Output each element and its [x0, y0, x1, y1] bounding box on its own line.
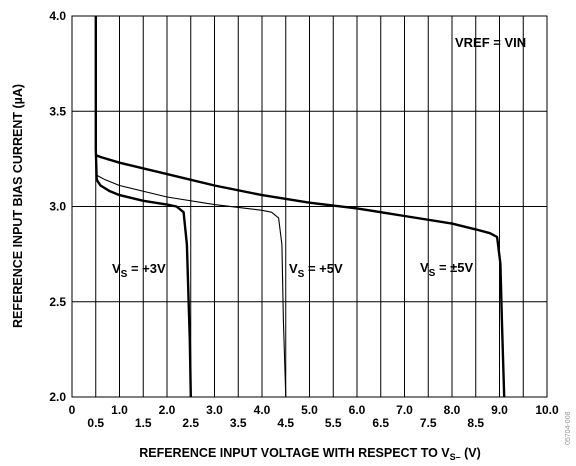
x-tick-label: 8.5 — [467, 416, 484, 430]
x-tick-label: 6.5 — [372, 416, 389, 430]
x-tick-label: 8.0 — [444, 403, 461, 417]
x-tick-label: 10.0 — [535, 403, 559, 417]
x-tick-label: 4.0 — [254, 403, 271, 417]
y-tick-label: 3.5 — [49, 104, 66, 118]
y-axis-title: REFERENCE INPUT BIAS CURRENT (µA) — [11, 84, 25, 328]
figure-code: 05704-008 — [565, 411, 572, 445]
series-layer — [94, 16, 506, 398]
condition-label: VREF = VIN — [455, 35, 526, 50]
x-tick-label: 9.0 — [491, 403, 508, 417]
series-line — [95, 153, 506, 398]
x-tick-label: 7.0 — [396, 403, 413, 417]
y-tick-label: 3.0 — [49, 200, 66, 214]
x-tick-label: 1.5 — [135, 416, 152, 430]
x-tick-label: 5.5 — [325, 416, 342, 430]
x-tick-label: 3.0 — [206, 403, 223, 417]
grid — [72, 16, 547, 397]
x-tick-label: 6.0 — [349, 403, 366, 417]
x-tick-label: 2.5 — [182, 416, 199, 430]
annotations: VREF = VIN VS = +3V VS = +5V VS = ±5V — [112, 35, 526, 280]
x-tick-label: 7.5 — [420, 416, 437, 430]
series-label: VS = +3V — [112, 261, 166, 280]
x-tick-label: 0 — [69, 403, 76, 417]
x-tick-label: 4.5 — [277, 416, 294, 430]
x-tick-label: 2.0 — [159, 403, 176, 417]
series-label: VS = +5V — [289, 261, 343, 280]
x-axis-title: REFERENCE INPUT VOLTAGE WITH RESPECT TO … — [139, 446, 481, 462]
x-tick-label: 3.5 — [230, 416, 247, 430]
series-line — [95, 173, 287, 398]
x-tick-label: 0.5 — [87, 416, 104, 430]
x-tick-label: 1.0 — [111, 403, 128, 417]
series-label: VS = ±5V — [420, 260, 474, 279]
y-tick-label: 2.0 — [49, 390, 66, 404]
y-tick-label: 4.0 — [49, 9, 66, 23]
plot-frame — [71, 15, 548, 398]
series-line — [94, 16, 192, 398]
y-tick-label: 2.5 — [49, 295, 66, 309]
x-tick-label: 5.0 — [301, 403, 318, 417]
tick-labels: 0 1.0 2.0 3.0 4.0 5.0 6.0 7.0 8.0 9.0 10.0 0.5 1.5 2.… — [49, 9, 559, 430]
